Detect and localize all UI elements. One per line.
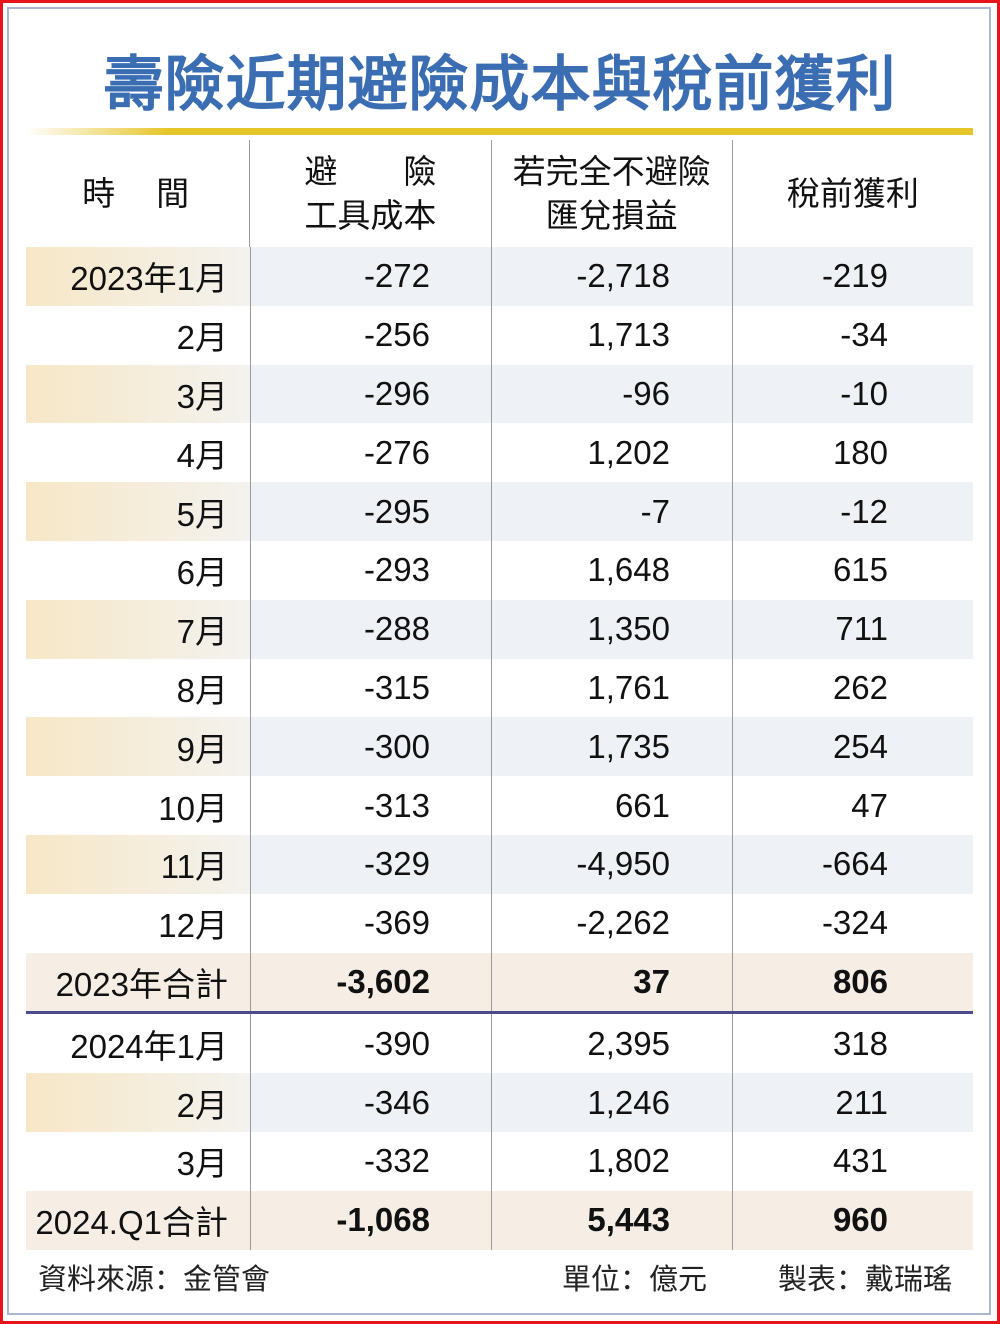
hedge-cost-cell: -313: [250, 776, 491, 835]
table-row: 3月 -332 1,802 431: [26, 1131, 973, 1191]
table-header: 時 間 避 險 工具成本 若完全不避險 匯兌損益 稅前獲利: [26, 140, 973, 247]
fx-gain-loss-cell: -96: [491, 364, 732, 424]
table-row: 7月 -288 1,350 711: [26, 599, 973, 659]
pretax-profit-cell: -664: [732, 834, 973, 894]
fx-gain-loss-cell: 1,802: [491, 1131, 732, 1191]
fx-gain-loss-cell: 5,443: [491, 1190, 732, 1250]
pretax-profit-cell: 211: [732, 1073, 973, 1132]
total-row: 2023年合計 -3,602 37 806: [26, 952, 973, 1015]
pretax-profit-cell: 318: [732, 1014, 973, 1074]
fx-gain-loss-cell: 1,735: [491, 717, 732, 777]
row-label: 2024.Q1合計: [26, 1190, 250, 1250]
table-body: 2023年1月 -272 -2,718 -219 2月 -256 1,713 -34 3月 -29…: [26, 247, 973, 1250]
table-row: 10月 -313 661 47: [26, 776, 973, 835]
fx-gain-loss-cell: -4,950: [491, 834, 732, 894]
hedge-cost-cell: -296: [250, 364, 491, 424]
pretax-profit-cell: 431: [732, 1131, 973, 1191]
hedge-cost-cell: -276: [250, 423, 491, 483]
fx-gain-loss-cell: -2,718: [491, 247, 732, 306]
row-label: 3月: [26, 364, 250, 424]
pretax-profit-cell: -34: [732, 305, 973, 365]
fx-gain-loss-cell: 1,202: [491, 423, 732, 483]
hedge-cost-cell: -300: [250, 717, 491, 777]
table-row: 2月 -346 1,246 211: [26, 1073, 973, 1132]
fx-gain-loss-cell: 1,246: [491, 1073, 732, 1132]
fx-gain-loss-cell: 1,713: [491, 305, 732, 365]
row-label: 12月: [158, 907, 228, 945]
pretax-profit-cell: -10: [732, 364, 973, 424]
table-row: 5月 -295 -7 -12: [26, 482, 973, 541]
row-label: 5月: [26, 482, 250, 541]
source-note: 資料來源：金管會: [38, 1264, 271, 1296]
row-label: 4月: [176, 436, 228, 474]
data-table: 時 間 避 險 工具成本 若完全不避險 匯兌損益 稅前獲利 2023年1月 -27…: [26, 140, 973, 1250]
row-label: 8月: [176, 671, 228, 709]
pretax-profit-cell: 47: [732, 776, 973, 835]
header-pretax-profit: 稅前獲利: [731, 140, 973, 247]
pretax-profit-cell: 262: [732, 658, 973, 718]
fx-gain-loss-cell: 661: [491, 776, 732, 835]
row-label: 11月: [26, 834, 250, 894]
page-title: 壽險近期避險成本與稅前獲利: [103, 51, 897, 118]
hedge-cost-cell: -293: [250, 540, 491, 600]
total-row: 2024.Q1合計 -1,068 5,443 960: [26, 1190, 973, 1250]
fx-gain-loss-cell: 1,350: [491, 599, 732, 659]
credit-note: 製表：戴瑞瑤: [778, 1264, 953, 1296]
hedge-cost-cell: -288: [250, 599, 491, 659]
table-row: 2024年1月 -390 2,395 318: [26, 1014, 973, 1074]
row-label: 2024年1月: [70, 1027, 228, 1065]
inner-frame: [7, 7, 991, 1315]
header-hedge-cost: 避 險 工具成本: [249, 140, 490, 247]
fx-gain-loss-cell: 1,648: [491, 540, 732, 600]
fx-gain-loss-cell: -7: [491, 482, 732, 541]
table-row: 2月 -256 1,713 -34: [26, 305, 973, 365]
unit-note: 單位：億元: [562, 1264, 708, 1296]
table-row: 12月 -369 -2,262 -324: [26, 893, 973, 953]
table-row: 4月 -276 1,202 180: [26, 423, 973, 483]
row-label: 2月: [26, 1073, 250, 1132]
title-underline: [26, 128, 973, 135]
pretax-profit-cell: 711: [732, 599, 973, 659]
row-label: 9月: [26, 717, 250, 777]
table-row: 11月 -329 -4,950 -664: [26, 834, 973, 894]
row-label: 10月: [158, 789, 228, 827]
hedge-cost-cell: -346: [250, 1073, 491, 1132]
fx-gain-loss-cell: 37: [491, 952, 732, 1012]
pretax-profit-cell: -219: [732, 247, 973, 306]
table-row: 8月 -315 1,761 262: [26, 658, 973, 718]
table-row: 6月 -293 1,648 615: [26, 540, 973, 600]
hedge-cost-cell: -332: [250, 1131, 491, 1191]
row-label: 6月: [176, 554, 228, 592]
row-label: 2月: [176, 319, 228, 357]
row-label: 2023年1月: [26, 247, 250, 306]
hedge-cost-cell: -1,068: [250, 1190, 491, 1250]
pretax-profit-cell: -324: [732, 893, 973, 953]
hedge-cost-cell: -390: [250, 1014, 491, 1074]
table-row: 3月 -296 -96 -10: [26, 364, 973, 424]
pretax-profit-cell: 615: [732, 540, 973, 600]
row-label: 7月: [26, 599, 250, 659]
fx-gain-loss-cell: 2,395: [491, 1014, 732, 1074]
table-row: 2023年1月 -272 -2,718 -219: [26, 247, 973, 306]
pretax-profit-cell: 806: [732, 952, 973, 1012]
header-time: 時 間: [82, 174, 194, 212]
hedge-cost-cell: -295: [250, 482, 491, 541]
fx-gain-loss-cell: 1,761: [491, 658, 732, 718]
hedge-cost-cell: -329: [250, 834, 491, 894]
hedge-cost-cell: -256: [250, 305, 491, 365]
hedge-cost-cell: -272: [250, 247, 491, 306]
row-label: 3月: [176, 1145, 228, 1183]
row-label: 2023年合計: [26, 952, 250, 1012]
header-fx-gain-loss: 若完全不避險 匯兌損益: [490, 140, 732, 247]
table-row: 9月 -300 1,735 254: [26, 717, 973, 777]
pretax-profit-cell: 254: [732, 717, 973, 777]
fx-gain-loss-cell: -2,262: [491, 893, 732, 953]
hedge-cost-cell: -369: [250, 893, 491, 953]
pretax-profit-cell: -12: [732, 482, 973, 541]
hedge-cost-cell: -315: [250, 658, 491, 718]
pretax-profit-cell: 960: [732, 1190, 973, 1250]
pretax-profit-cell: 180: [732, 423, 973, 483]
hedge-cost-cell: -3,602: [250, 952, 491, 1012]
